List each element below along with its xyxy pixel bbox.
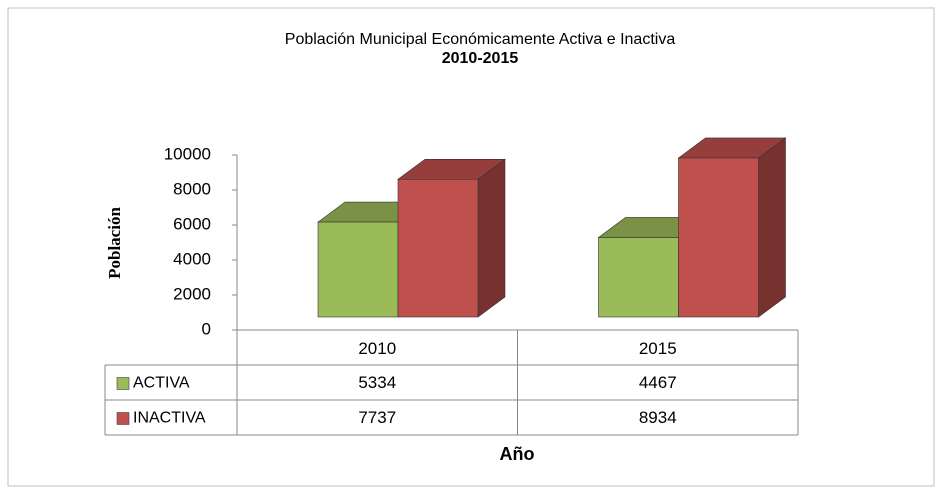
chart-title: Población Municipal Económicamente Activ… [285,31,676,48]
bar [317,221,399,318]
bar [397,178,479,318]
y-tick-label: 4000 [173,249,211,268]
y-tick-label: 10000 [164,144,211,163]
bar-side [477,158,506,318]
y-tick-label: 8000 [173,179,211,198]
y-tick-label: 6000 [173,214,211,233]
x-tick-label: 2010 [358,339,396,358]
legend-swatch [116,377,130,390]
bar [598,237,679,318]
bar [678,157,759,318]
table-value: 7737 [358,408,396,427]
legend-label: INACTIVA [133,410,206,427]
bar-side [758,137,786,318]
y-tick-label: 2000 [173,284,211,303]
x-axis-label: Año [500,444,535,464]
chart-subtitle: 2010-2015 [442,50,519,67]
legend-swatch [116,412,130,425]
y-axis-label: Población [105,207,124,279]
x-tick-label: 2015 [639,339,677,358]
table-value: 8934 [639,408,677,427]
table-value: 4467 [639,373,677,392]
y-tick-label: 0 [202,319,211,338]
legend-label: ACTIVA [133,375,190,392]
table-value: 5334 [358,373,396,392]
